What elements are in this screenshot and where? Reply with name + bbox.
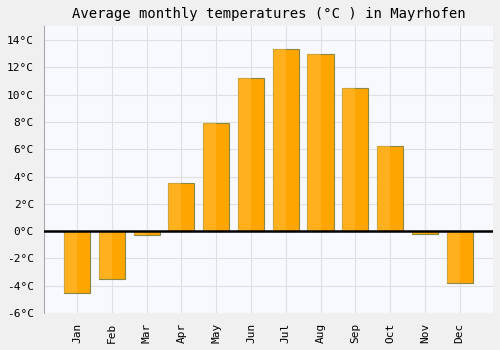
Bar (203, 123, 229, 231)
Bar (168, 183, 194, 231)
Bar (134, 231, 146, 235)
Bar (342, 88, 355, 231)
Bar (377, 146, 403, 231)
Bar (446, 231, 460, 283)
Bar (342, 88, 368, 231)
Bar (134, 231, 160, 235)
Bar (308, 54, 320, 231)
Bar (308, 54, 334, 231)
Bar (272, 49, 299, 231)
Bar (377, 146, 390, 231)
Bar (99, 231, 125, 279)
Bar (272, 49, 285, 231)
Bar (446, 231, 472, 283)
Bar (238, 78, 251, 231)
Bar (238, 78, 264, 231)
Bar (64, 231, 90, 293)
Bar (412, 231, 438, 234)
Bar (99, 231, 112, 279)
Bar (64, 231, 77, 293)
Bar (168, 183, 181, 231)
Bar (412, 231, 425, 234)
Bar (203, 123, 216, 231)
Title: Average monthly temperatures (°C ) in Mayrhofen: Average monthly temperatures (°C ) in Ma… (72, 7, 465, 21)
